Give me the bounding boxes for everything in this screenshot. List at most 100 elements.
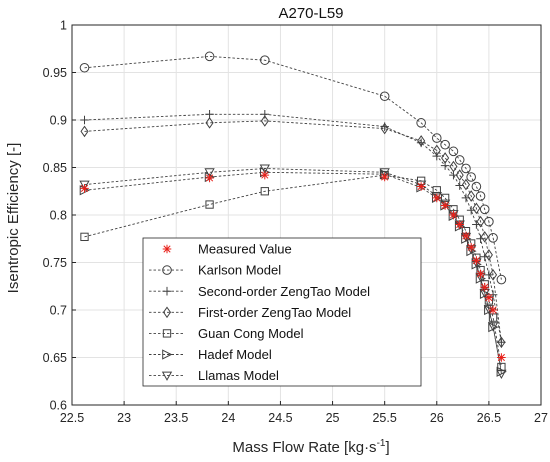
x-tick-label: 23.5 xyxy=(164,411,188,425)
data-point xyxy=(205,117,214,129)
data-point xyxy=(471,181,482,192)
data-point xyxy=(472,202,481,215)
legend-item: First-order ZengTao Model xyxy=(149,305,351,320)
data-point xyxy=(472,256,481,265)
x-tick-label: 24.5 xyxy=(268,411,292,425)
y-tick-label: 0.65 xyxy=(43,351,67,365)
data-point xyxy=(487,322,499,332)
x-tick-label: 26 xyxy=(430,411,444,425)
data-point xyxy=(496,369,507,379)
data-point xyxy=(432,144,441,157)
data-point xyxy=(455,220,465,229)
data-point xyxy=(440,201,450,210)
legend-box xyxy=(142,237,422,387)
series-diamond xyxy=(80,115,506,349)
data-point xyxy=(440,139,450,150)
data-point xyxy=(79,62,90,73)
data-point xyxy=(476,269,485,279)
legend-marker xyxy=(162,265,172,275)
data-point xyxy=(205,200,214,209)
legend-marker xyxy=(162,306,172,319)
data-point xyxy=(480,231,489,243)
x-tick-label: 27 xyxy=(534,411,548,425)
legend-label: First-order ZengTao Model xyxy=(198,305,351,320)
data-point xyxy=(260,170,270,180)
axis-ticks: 22.5 23 23.5 24 24.5 25 25.5 26 26.5 27 0.6 0.65 0.7… xyxy=(43,19,548,426)
data-point xyxy=(467,190,476,202)
x-tick-label: 25 xyxy=(326,411,340,425)
x-tick-label: 23 xyxy=(117,411,131,425)
series-circle xyxy=(79,51,507,285)
y-tick-label: 0.8 xyxy=(50,209,67,223)
legend-marker xyxy=(162,286,172,296)
data-point xyxy=(461,178,471,191)
data-point xyxy=(449,160,458,173)
data-point xyxy=(480,252,490,262)
series-line xyxy=(84,120,502,343)
data-point xyxy=(417,135,426,147)
legend-item: Guan Cong Model xyxy=(149,326,304,341)
chart-title: A270-L59 xyxy=(278,5,343,22)
data-point xyxy=(416,182,426,191)
legend: Measured Value Karlson Model Second-order … xyxy=(142,237,422,387)
data-point xyxy=(496,366,507,377)
data-point xyxy=(260,110,270,119)
data-point xyxy=(380,172,389,182)
x-axis-label-exponent: -1 xyxy=(377,438,386,449)
legend-marker xyxy=(162,329,172,338)
data-point xyxy=(379,91,390,102)
data-point xyxy=(497,336,506,349)
data-point xyxy=(496,274,507,285)
data-point xyxy=(204,168,215,178)
data-point xyxy=(480,282,490,292)
data-point xyxy=(431,133,442,143)
y-tick-label: 0.85 xyxy=(43,161,67,175)
legend-marker xyxy=(162,349,173,360)
data-point xyxy=(455,169,464,181)
series-layer xyxy=(79,51,507,379)
legend-label: Karlson Model xyxy=(198,263,281,278)
legend-item: Llamas Model xyxy=(149,368,279,383)
data-point xyxy=(80,125,89,138)
data-point xyxy=(484,293,494,302)
data-point xyxy=(260,187,269,196)
data-point xyxy=(448,210,459,220)
data-point xyxy=(79,180,90,190)
legend-item: Measured Value xyxy=(162,242,292,257)
data-point xyxy=(475,191,486,201)
x-tick-label: 22.5 xyxy=(60,411,84,425)
data-point xyxy=(204,51,215,62)
x-tick-label: 24 xyxy=(221,411,235,425)
data-point xyxy=(454,155,465,165)
data-point xyxy=(416,118,426,128)
x-tick-label: 25.5 xyxy=(372,411,396,425)
series-line xyxy=(84,171,502,372)
data-point xyxy=(80,232,89,242)
x-axis-label-end: ] xyxy=(385,439,389,456)
x-axis-label: Mass Flow Rate [kg·s-1] xyxy=(232,438,389,456)
data-point xyxy=(441,152,450,164)
legend-item: Second-order ZengTao Model xyxy=(149,284,370,299)
data-point xyxy=(260,55,270,65)
y-tick-label: 0.9 xyxy=(50,114,67,128)
data-point xyxy=(466,243,476,252)
legend-label: Guan Cong Model xyxy=(198,326,304,341)
y-tick-label: 0.7 xyxy=(50,304,67,318)
y-tick-label: 1 xyxy=(60,19,67,33)
legend-label: Hadef Model xyxy=(198,347,272,362)
data-point xyxy=(461,231,471,241)
data-point xyxy=(484,270,494,280)
y-tick-label: 0.75 xyxy=(43,256,67,270)
data-point xyxy=(260,115,269,127)
data-point xyxy=(484,304,495,316)
data-point xyxy=(489,269,498,281)
data-point xyxy=(488,305,498,315)
legend-item: Hadef Model xyxy=(149,347,272,362)
data-point xyxy=(488,233,498,243)
data-point xyxy=(466,172,476,182)
x-axis-label-main: Mass Flow Rate [kg·s xyxy=(232,439,376,456)
data-point xyxy=(484,249,493,261)
data-point xyxy=(80,184,89,193)
data-point xyxy=(259,164,270,174)
